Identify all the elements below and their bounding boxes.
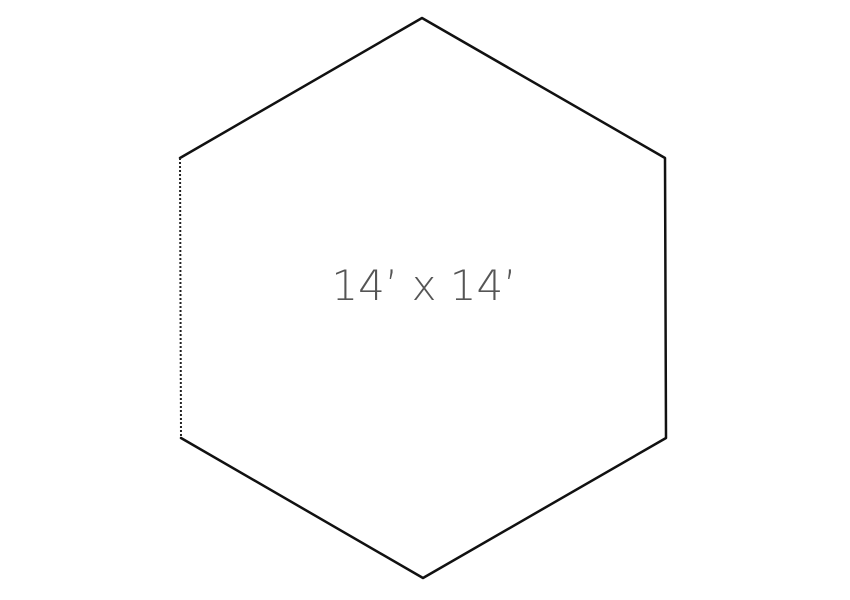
- dimension-label: 14’ x 14’: [331, 261, 516, 310]
- hexagon-dotted-edge: [179, 157, 182, 439]
- hexagon-outline: [178, 16, 668, 580]
